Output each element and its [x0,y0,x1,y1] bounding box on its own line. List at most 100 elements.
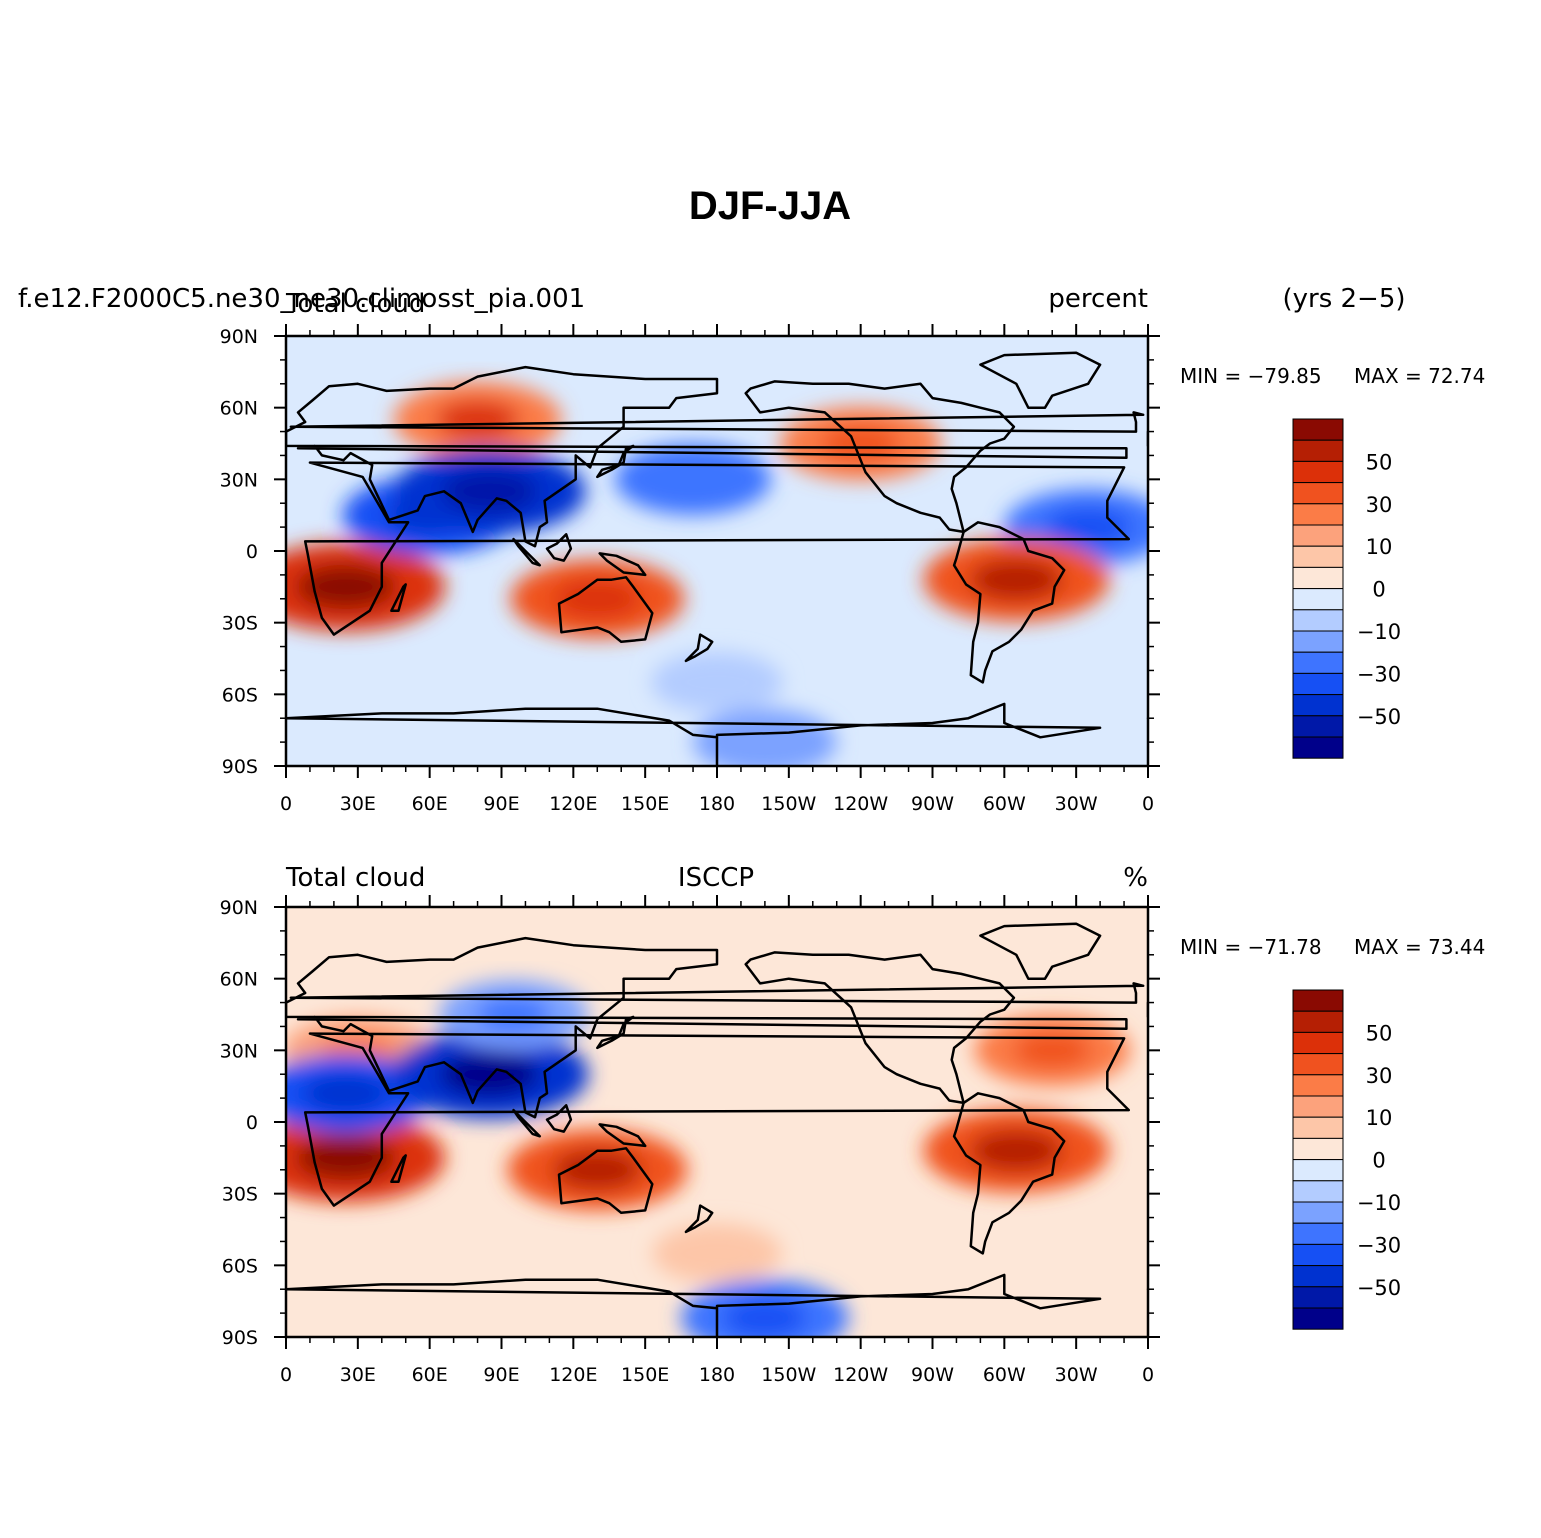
y-tick-label: 60S [222,1255,258,1277]
coastline-borneo [1409,534,1433,560]
colorbar-swatch [1292,1074,1344,1097]
coastline-australia [557,1147,654,1215]
y-tick-label: 0 [246,1112,258,1134]
coastline-uk [289,982,1145,1004]
coastline-australia [557,576,654,644]
colorbar-swatch [1292,418,1344,441]
colorbar-label: −10 [1357,1191,1401,1215]
x-tick-label: 120W [833,1364,888,1386]
x-tick-label: 90W [911,793,954,815]
colorbar-label: −30 [1357,1233,1401,1257]
coastline-new-guinea [598,1123,647,1148]
colorbar-top: 50 30 10 0 −10 −30 −50 [1292,418,1401,759]
colorbar-swatch [1292,651,1344,674]
coastline-australia [1421,577,1514,642]
coastline-africa [303,461,1131,636]
colorbar-swatch [1292,1180,1344,1203]
x-tick-label: 60W [983,1364,1026,1386]
top-units-label: percent [1048,284,1148,314]
coastline-new-zealand [684,1204,714,1234]
coastline-africa [1167,463,1541,635]
x-tick-label: 180 [699,793,735,815]
coastline-south-america [92,1093,202,1253]
field-core [684,1238,750,1269]
coastline-madagascar [390,1154,407,1183]
coastline-borneo [1409,1105,1433,1131]
bottom-left-label: Total cloud [285,863,425,893]
coastline-sumatra [512,537,542,567]
coastline-antarctica [1146,1287,1148,1291]
x-tick-label: 30W [1055,793,1098,815]
coastline-north-america [744,380,1016,534]
x-tick-label: 90W [911,1364,954,1386]
coastline-north-america [0,952,152,1103]
colorbar-label: −50 [1357,1276,1401,1300]
top-left-label: Total cloud [285,289,425,319]
top-min-text: MIN = −79.85 [1180,364,1322,388]
colorbar-swatch [1292,1053,1344,1076]
coastline-new-guinea [1462,1124,1508,1146]
coastline-antarctica [1146,716,1148,720]
coastline-australia [1421,1148,1514,1213]
colorbar-swatch [1292,672,1344,696]
coastline-africa [303,1032,1131,1207]
colorbar-swatch [1292,503,1344,526]
coastline-greenland [979,922,1102,980]
field-core [440,1052,540,1097]
x-tick-label: 150W [761,793,816,815]
bottom-min-text: MIN = −71.78 [1180,935,1322,959]
x-tick-label: 90E [483,1364,519,1386]
coastline-antarctica [286,1273,1102,1337]
coastline-antarctica [0,704,238,766]
x-tick-label: 0 [1142,1364,1154,1386]
x-tick-label: 60E [412,1364,448,1386]
coastline-madagascar [1253,1155,1267,1181]
bottom-center-label: ISCCP [678,863,754,893]
years-note: (yrs 2−5) [1282,284,1405,314]
x-tick-label: 0 [280,793,292,815]
coastline-south-america [952,521,1066,684]
coastline-japan [1459,1017,1495,1048]
colorbar-label: −30 [1357,662,1401,686]
top-case-label: f.e12.F2000C5.ne30_ne30.climosst_pia.001 [18,284,585,314]
colorbar-swatch [1292,439,1344,462]
colorbar-swatch [1292,609,1344,632]
coastline-eurasia [0,938,264,1117]
y-tick-label: 90N [220,897,258,919]
x-tick-label: 30E [340,1364,376,1386]
field-core [684,667,750,698]
coastline-madagascar [390,583,407,612]
y-tick-label: 60N [220,398,258,420]
coastline-uk [289,411,1145,433]
colorbar-swatch [1292,460,1344,484]
x-tick-label: 150E [621,793,669,815]
coastline-eurasia [286,365,1128,548]
coastline-antarctica [0,1275,238,1337]
colorbar-swatch [1292,1307,1344,1330]
field-core [302,1073,390,1113]
y-tick-label: 60N [220,969,258,991]
coastline-south-america [92,522,202,682]
colorbar-label: 0 [1372,1149,1385,1173]
y-tick-label: 30N [220,469,258,491]
coastline-borneo [545,1104,573,1133]
coastline-japan [1459,446,1495,477]
y-tick-label: 90S [222,756,258,778]
colorbar-swatch [1292,630,1344,653]
map-panel-top: 0 30E 60E 90E 120E 150E 180 150W 120W 90W 60W 30W 09… [0,324,1541,815]
field-core [969,1129,1063,1172]
x-tick-label: 150W [761,1364,816,1386]
colorbar-swatch [1292,1010,1344,1033]
colorbar-swatch [1292,715,1344,738]
field-core [553,579,641,619]
colorbar-swatch [1292,1116,1344,1139]
field-core [1046,508,1131,547]
map-panel-bottom: 0 30E 60E 90E 120E 150E 180 150W 120W 90W 60W 30W 09… [0,895,1514,1386]
x-tick-label: 0 [1142,793,1154,815]
x-tick-label: 60W [983,793,1026,815]
x-tick-label: 60E [412,793,448,815]
coastline-eurasia [1146,430,1148,448]
coastline-eurasia [286,936,1128,1119]
colorbar-swatch [1292,1031,1344,1055]
field-core [722,1298,807,1337]
